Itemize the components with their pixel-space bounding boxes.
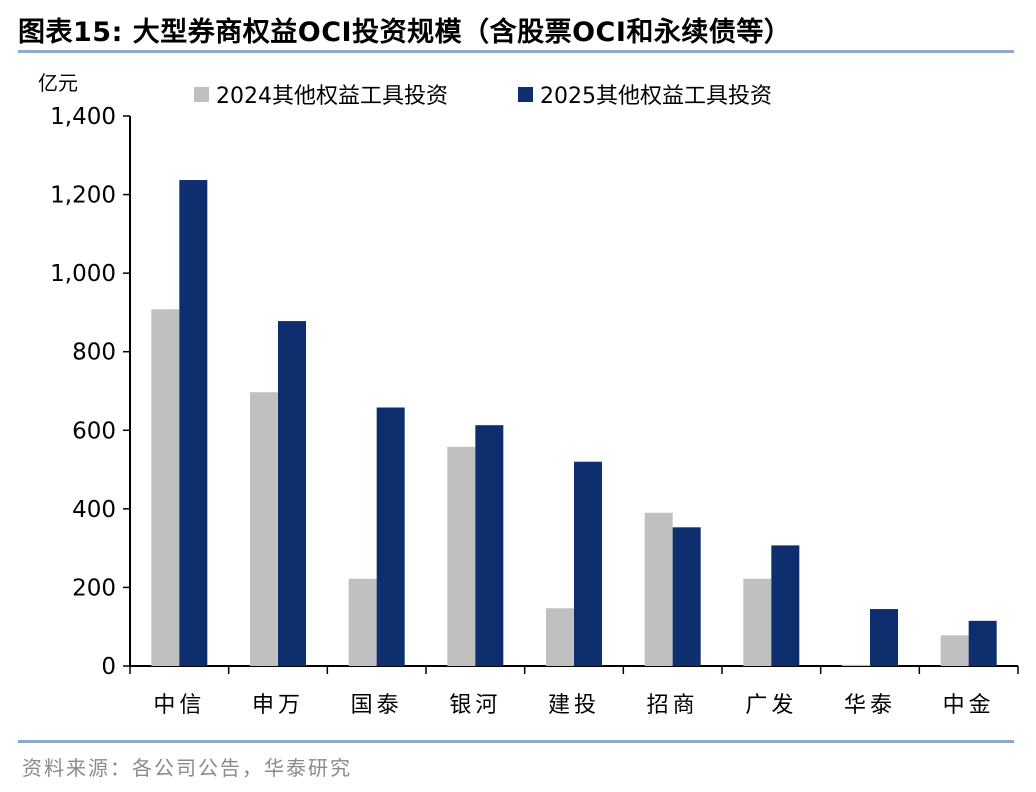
legend-swatch-2024 [194,87,209,102]
legend-label-2025: 2025其他权益工具投资 [540,84,772,109]
source-note: 资料来源：各公司公告，华泰研究 [22,756,352,780]
y-tick-label: 200 [72,575,116,601]
y-tick-label: 0 [101,654,116,680]
y-tick-label: 400 [72,497,116,523]
bar-2024-2 [348,578,377,666]
x-axis: 中信 申万 国泰 银河 建投 招商 广发 华泰 中金 [129,665,1019,718]
y-tick-label: 1,400 [50,104,116,130]
y-tick-label: 1,000 [50,261,116,287]
bar-2024-5 [644,512,673,666]
bar-2024-3 [447,446,476,666]
y-axis: 0 200 400 600 800 1,000 1,200 1,400 [50,104,131,680]
y-tick-label: 1,200 [50,183,116,209]
legend: 2024其他权益工具投资 2025其他权益工具投资 [194,84,772,109]
bar-2025-8 [968,620,997,666]
x-tick-label: 招商 [647,693,699,718]
y-tick-label: 800 [72,340,116,366]
footer-divider [18,740,1014,743]
title-divider [18,50,1014,53]
bar-2025-0 [179,180,208,666]
bar-2025-5 [672,527,701,666]
x-tick-label: 华泰 [844,693,896,718]
bar-2024-1 [250,392,278,666]
bar-2024-0 [151,309,180,666]
legend-label-2024: 2024其他权益工具投资 [216,84,448,109]
bar-2024-8 [940,635,969,666]
bar-2024-4 [546,608,574,666]
bar-2025-2 [376,407,405,666]
bar-2025-4 [574,461,602,666]
bars [151,180,997,666]
bar-2024-7 [842,664,870,666]
y-tick-label: 600 [72,418,116,444]
bar-2025-3 [475,425,504,666]
x-tick-label: 建投 [548,693,600,718]
y-axis-unit-label: 亿元 [38,71,78,95]
x-tick-label: 中金 [943,693,995,718]
bar-2025-7 [870,609,898,666]
figure-title: 图表15: 大型券商权益OCI投资规模（含股票OCI和永续债等） [18,17,792,48]
bar-chart: 亿元 2024其他权益工具投资 2025其他权益工具投资 0 200 400 600 80… [38,71,1019,718]
x-tick-label: 国泰 [351,693,403,718]
figure-header: 图表15: 大型券商权益OCI投资规模（含股票OCI和永续债等） [0,0,1036,54]
bar-2025-1 [278,321,306,666]
x-tick-label: 申万 [252,693,304,718]
bar-2025-6 [771,545,800,666]
x-tick-label: 中信 [153,693,205,718]
x-tick-label: 广发 [745,693,797,718]
legend-swatch-2025 [518,87,533,102]
bar-2024-6 [743,578,772,666]
x-tick-label: 银河 [449,693,501,718]
